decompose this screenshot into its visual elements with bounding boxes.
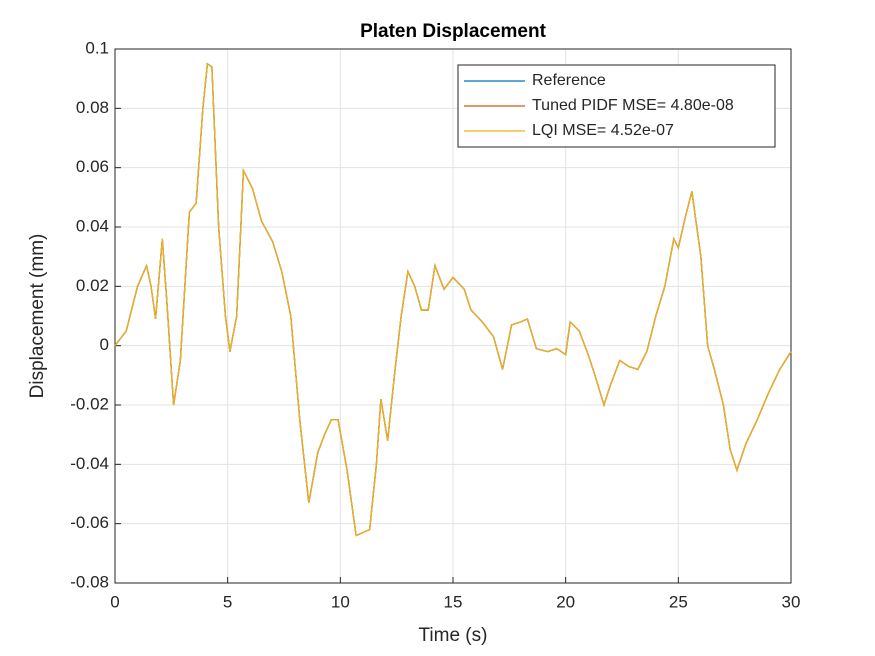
- y-tick-label: 0.02: [76, 276, 109, 295]
- x-tick-label: 15: [444, 592, 463, 611]
- legend-label: Tuned PIDF MSE= 4.80e-08: [532, 97, 734, 114]
- y-tick-label: 0.06: [76, 157, 109, 176]
- y-tick-label: 0.1: [85, 38, 109, 57]
- x-axis-label: Time (s): [419, 625, 488, 646]
- legend-label: LQI MSE= 4.52e-07: [532, 122, 674, 139]
- x-tick-label: 10: [331, 592, 350, 611]
- axes-box: [114, 48, 792, 584]
- y-tick-label: -0.06: [70, 513, 109, 532]
- y-tick-label: -0.02: [70, 394, 109, 413]
- series-line: [114, 62, 792, 537]
- legend-label: Reference: [532, 72, 606, 89]
- y-tick-label: 0.08: [76, 98, 109, 117]
- y-tick-label: 0: [100, 335, 109, 354]
- x-tick-label: 0: [110, 592, 119, 611]
- y-tick-label: -0.08: [70, 572, 109, 591]
- y-tick-label: 0.04: [76, 216, 109, 235]
- chart-title: Platen Displacement: [360, 21, 547, 42]
- x-tick-label: 30: [782, 592, 801, 611]
- y-tick-label: -0.04: [70, 454, 109, 473]
- y-axis-label: Displacement (mm): [27, 234, 48, 399]
- x-tick-label: 25: [669, 592, 688, 611]
- x-tick-label: 5: [223, 592, 232, 611]
- x-tick-label: 20: [556, 592, 575, 611]
